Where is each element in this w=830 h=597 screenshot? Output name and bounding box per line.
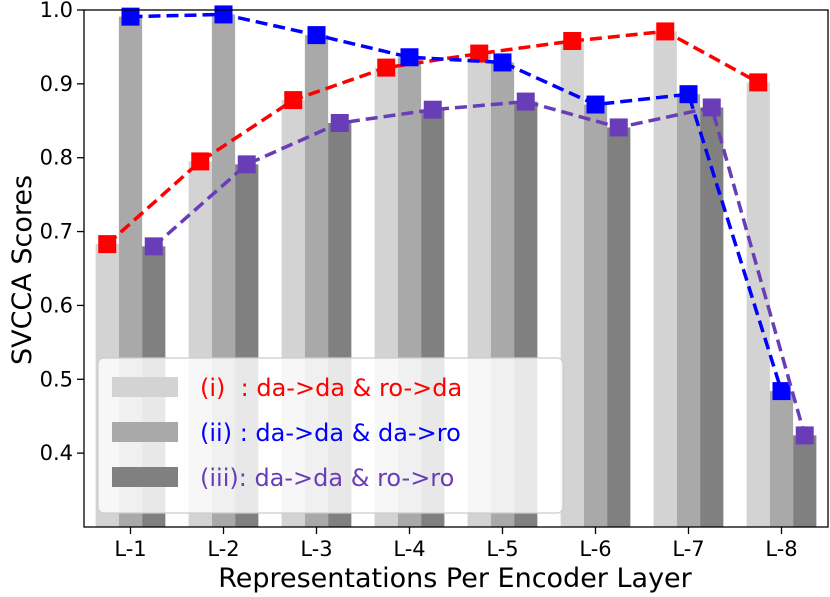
point-s1-l-7 [656, 22, 675, 41]
point-s1-l-3 [284, 91, 303, 110]
bar-s1-l-8 [746, 82, 770, 527]
point-s1-l-8 [749, 73, 768, 92]
x-tick-label: L-8 [765, 537, 797, 561]
x-tick-label: L-1 [114, 537, 146, 561]
point-s3-l-5 [516, 92, 535, 111]
bar-s1-l-7 [653, 31, 677, 527]
y-axis-title: SVCCA Scores [7, 175, 38, 365]
x-tick-label: L-2 [207, 537, 239, 561]
point-s3-l-8 [795, 426, 814, 445]
series-line-3 [152, 99, 807, 436]
point-s2-l-4 [400, 48, 419, 67]
axes-layer: 0.4 0.5 0.6 0.7 0.8 0.9 1.0 L-1 L-2 L-3 L-4 L-5 L-6 L… [40, 0, 829, 561]
y-tick-label: 0.6 [40, 293, 73, 317]
y-tick-label: 0.7 [40, 220, 73, 244]
series-line-2 [130, 12, 784, 392]
point-s2-l-7 [679, 85, 698, 104]
y-tick-label: 0.8 [40, 146, 73, 170]
point-s3-l-3 [330, 114, 349, 133]
point-s1-l-6 [563, 32, 582, 51]
y-tick-label: 0.9 [40, 72, 73, 96]
legend-swatch-3 [112, 467, 178, 487]
point-s2-l-3 [307, 26, 326, 45]
bar-s2-l-6 [583, 104, 608, 527]
series-line-1 [106, 29, 760, 246]
y-tick-label: 0.5 [40, 367, 73, 391]
point-s2-l-2 [214, 5, 233, 24]
point-s1-l-5 [470, 44, 489, 63]
x-axis-title: Representations Per Encoder Layer [218, 563, 692, 594]
point-s3-l-4 [423, 100, 442, 119]
bar-s3-l-7 [700, 107, 724, 528]
point-s1-l-1 [98, 235, 117, 254]
point-s3-l-6 [609, 118, 628, 137]
x-tick-label: L-7 [672, 537, 704, 561]
lines-layer [98, 5, 814, 445]
bars-layer [95, 14, 817, 528]
x-tick-label: L-6 [579, 537, 611, 561]
bar-s2-l-7 [676, 94, 701, 527]
bar-s3-l-8 [793, 435, 817, 527]
bar-s2-l-8 [769, 391, 794, 527]
point-s2-l-8 [772, 382, 791, 401]
legend-label-3: (iii): da->da & ro->ro [200, 464, 454, 492]
plot-frame [83, 9, 829, 528]
x-tick-label: L-4 [393, 537, 425, 561]
point-s1-l-4 [377, 58, 396, 77]
point-s1-l-2 [191, 152, 210, 171]
point-s3-l-7 [702, 98, 721, 117]
bar-s1-l-6 [560, 41, 584, 528]
bar-s3-l-6 [607, 127, 631, 527]
point-s3-l-2 [237, 155, 256, 174]
legend-box [97, 357, 564, 514]
y-tick-label: 0.4 [40, 441, 73, 465]
x-tick-label: L-3 [300, 537, 332, 561]
point-s2-l-6 [586, 95, 605, 114]
legend: (i) : da->da & ro->da (ii) : da->da & da-… [97, 357, 564, 514]
legend-swatch-2 [112, 422, 178, 442]
y-tick-label: 1.0 [40, 0, 73, 22]
x-tick-label: L-5 [486, 537, 518, 561]
legend-label-1: (i) : da->da & ro->da [200, 374, 462, 402]
point-s2-l-1 [121, 7, 140, 26]
point-s3-l-1 [144, 237, 163, 256]
legend-swatch-1 [112, 377, 178, 397]
point-s2-l-5 [493, 53, 512, 72]
legend-label-2: (ii) : da->da & da->ro [200, 419, 461, 447]
